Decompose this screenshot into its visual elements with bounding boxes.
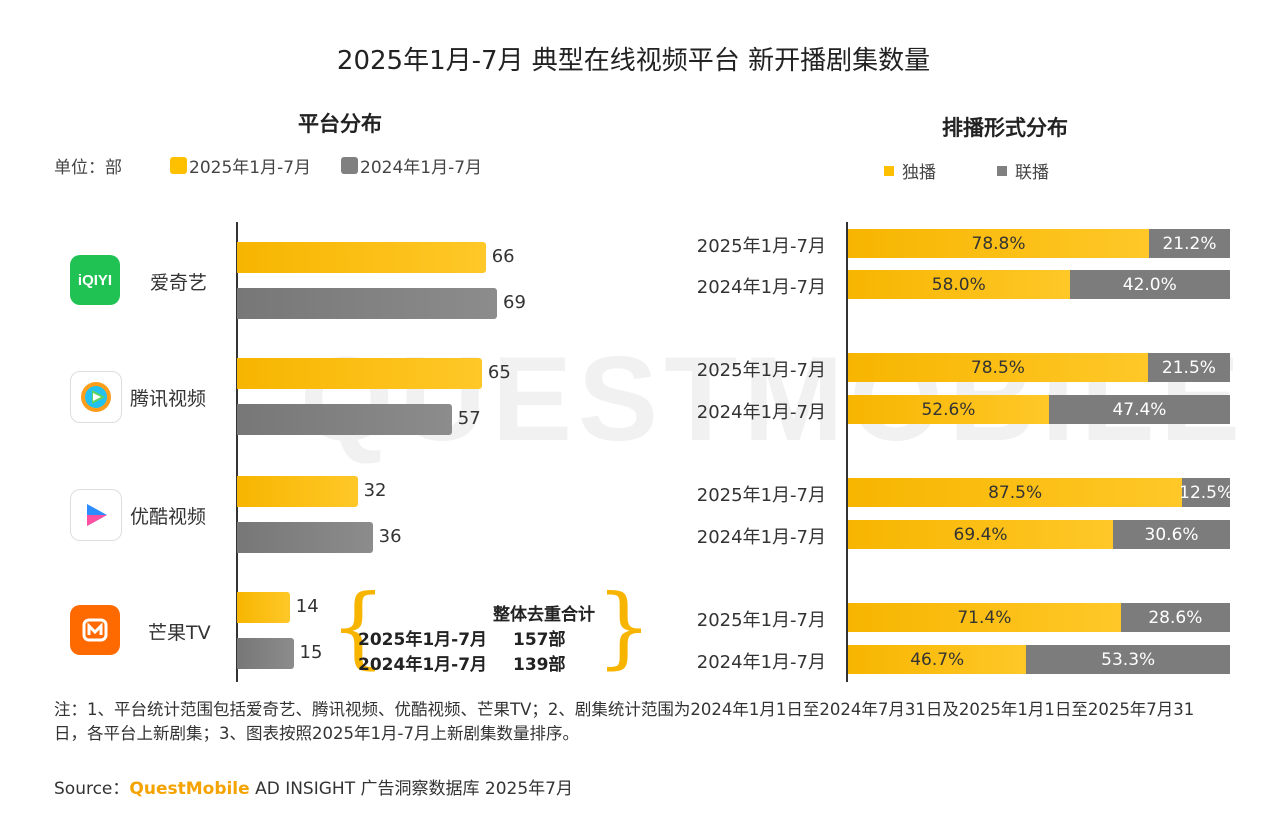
platform-name: 芒果TV xyxy=(148,622,211,644)
legend-item-exclusive: 独播 xyxy=(884,158,936,183)
dedup-total-box: 整体去重合计 2025年1月-7月 157部 2024年1月-7月 139部 xyxy=(358,600,595,675)
exclusive-segment: 69.4% xyxy=(848,520,1114,549)
source-brand: QuestMobile xyxy=(129,779,250,799)
dedup-period: 2024年1月-7月 xyxy=(358,655,488,675)
dedup-right-brace: } xyxy=(596,575,652,678)
mango-tv-logo xyxy=(70,605,120,655)
exclusive-segment: 58.0% xyxy=(848,270,1070,299)
legend-label-2024: 2024年1月-7月 xyxy=(360,158,483,178)
legend-item-2025: 2025年1月-7月 xyxy=(170,153,311,178)
legend-swatch-shared xyxy=(997,165,1007,176)
shared-segment: 21.2% xyxy=(1149,229,1230,258)
bar-2025 xyxy=(237,592,290,623)
legend-swatch-2025 xyxy=(170,157,187,174)
legend-item-2024: 2024年1月-7月 xyxy=(341,153,482,178)
shared-segment: 28.6% xyxy=(1120,603,1230,632)
legend-swatch-exclusive xyxy=(884,165,894,176)
source-line: Source：QuestMobile AD INSIGHT 广告洞察数据库 20… xyxy=(54,774,573,799)
legend-label-exclusive: 独播 xyxy=(902,163,936,183)
format-row-label: 2025年1月-7月 xyxy=(696,485,826,506)
tencent-video-logo xyxy=(70,371,122,423)
platform-chart-axis xyxy=(236,222,238,682)
bar-2025 xyxy=(237,358,482,389)
bar-2025 xyxy=(237,242,486,273)
bar-2025 xyxy=(237,476,358,507)
bar-2024 xyxy=(237,404,452,435)
format-row-label: 2024年1月-7月 xyxy=(696,527,826,548)
format-chart-title: 排播形式分布 xyxy=(942,116,1068,140)
shared-segment: 53.3% xyxy=(1026,645,1230,674)
dedup-period: 2025年1月-7月 xyxy=(358,630,488,650)
format-row-label: 2024年1月-7月 xyxy=(696,277,826,298)
bar-value-label: 36 xyxy=(378,526,402,547)
exclusive-segment: 46.7% xyxy=(848,645,1027,674)
unit-label: 单位：部 xyxy=(54,158,122,178)
bar-2024 xyxy=(237,638,294,669)
legend-label-shared: 联播 xyxy=(1015,163,1049,183)
bar-2024 xyxy=(237,288,497,319)
platform-name: 爱奇艺 xyxy=(150,272,208,294)
platform-name: 优酷视频 xyxy=(130,506,207,528)
dedup-total-title: 整体去重合计 xyxy=(493,605,595,625)
bar-value-label: 57 xyxy=(457,408,481,429)
platform-name: 腾讯视频 xyxy=(130,388,207,410)
shared-segment: 12.5% xyxy=(1179,478,1233,507)
footnote: 注：1、平台统计范围包括爱奇艺、腾讯视频、优酷视频、芒果TV；2、剧集统计范围为… xyxy=(54,700,1195,743)
dedup-value: 139部 xyxy=(513,655,566,675)
format-row-label: 2025年1月-7月 xyxy=(696,610,826,631)
exclusive-segment: 71.4% xyxy=(848,603,1121,632)
source-prefix: Source： xyxy=(54,779,130,799)
shared-segment: 21.5% xyxy=(1147,353,1230,382)
bar-value-label: 65 xyxy=(487,362,511,383)
dedup-row-2024: 2024年1月-7月 139部 xyxy=(358,650,595,675)
dedup-row-2025: 2025年1月-7月 157部 xyxy=(358,625,595,650)
shared-segment: 30.6% xyxy=(1113,520,1230,549)
exclusive-segment: 78.5% xyxy=(848,353,1148,382)
exclusive-segment: 52.6% xyxy=(848,395,1049,424)
platform-chart-title: 平台分布 xyxy=(298,112,382,136)
format-chart-axis xyxy=(846,222,848,682)
bar-value-label: 14 xyxy=(295,596,319,617)
format-row-label: 2025年1月-7月 xyxy=(696,236,826,257)
shared-segment: 47.4% xyxy=(1048,395,1230,424)
exclusive-segment: 87.5% xyxy=(848,478,1183,507)
page-title: 2025年1月-7月 典型在线视频平台 新开播剧集数量 xyxy=(336,46,931,76)
bar-2024 xyxy=(237,522,373,553)
bar-value-label: 15 xyxy=(299,642,323,663)
bar-value-label: 66 xyxy=(491,246,515,267)
shared-segment: 42.0% xyxy=(1069,270,1230,299)
dedup-left-brace: { xyxy=(330,575,386,678)
legend-item-shared: 联播 xyxy=(997,158,1049,183)
source-rest: AD INSIGHT 广告洞察数据库 2025年7月 xyxy=(249,779,573,799)
youku-logo xyxy=(70,489,122,541)
exclusive-segment: 78.8% xyxy=(848,229,1150,258)
format-row-label: 2024年1月-7月 xyxy=(696,652,826,673)
bar-value-label: 32 xyxy=(363,480,387,501)
legend-swatch-2024 xyxy=(341,157,358,174)
format-row-label: 2024年1月-7月 xyxy=(696,402,826,423)
bar-value-label: 69 xyxy=(503,292,526,313)
dedup-value: 157部 xyxy=(513,630,566,650)
legend-label-2025: 2025年1月-7月 xyxy=(189,158,312,178)
iqiyi-logo: iQIYI xyxy=(70,255,120,305)
format-row-label: 2025年1月-7月 xyxy=(696,360,826,381)
